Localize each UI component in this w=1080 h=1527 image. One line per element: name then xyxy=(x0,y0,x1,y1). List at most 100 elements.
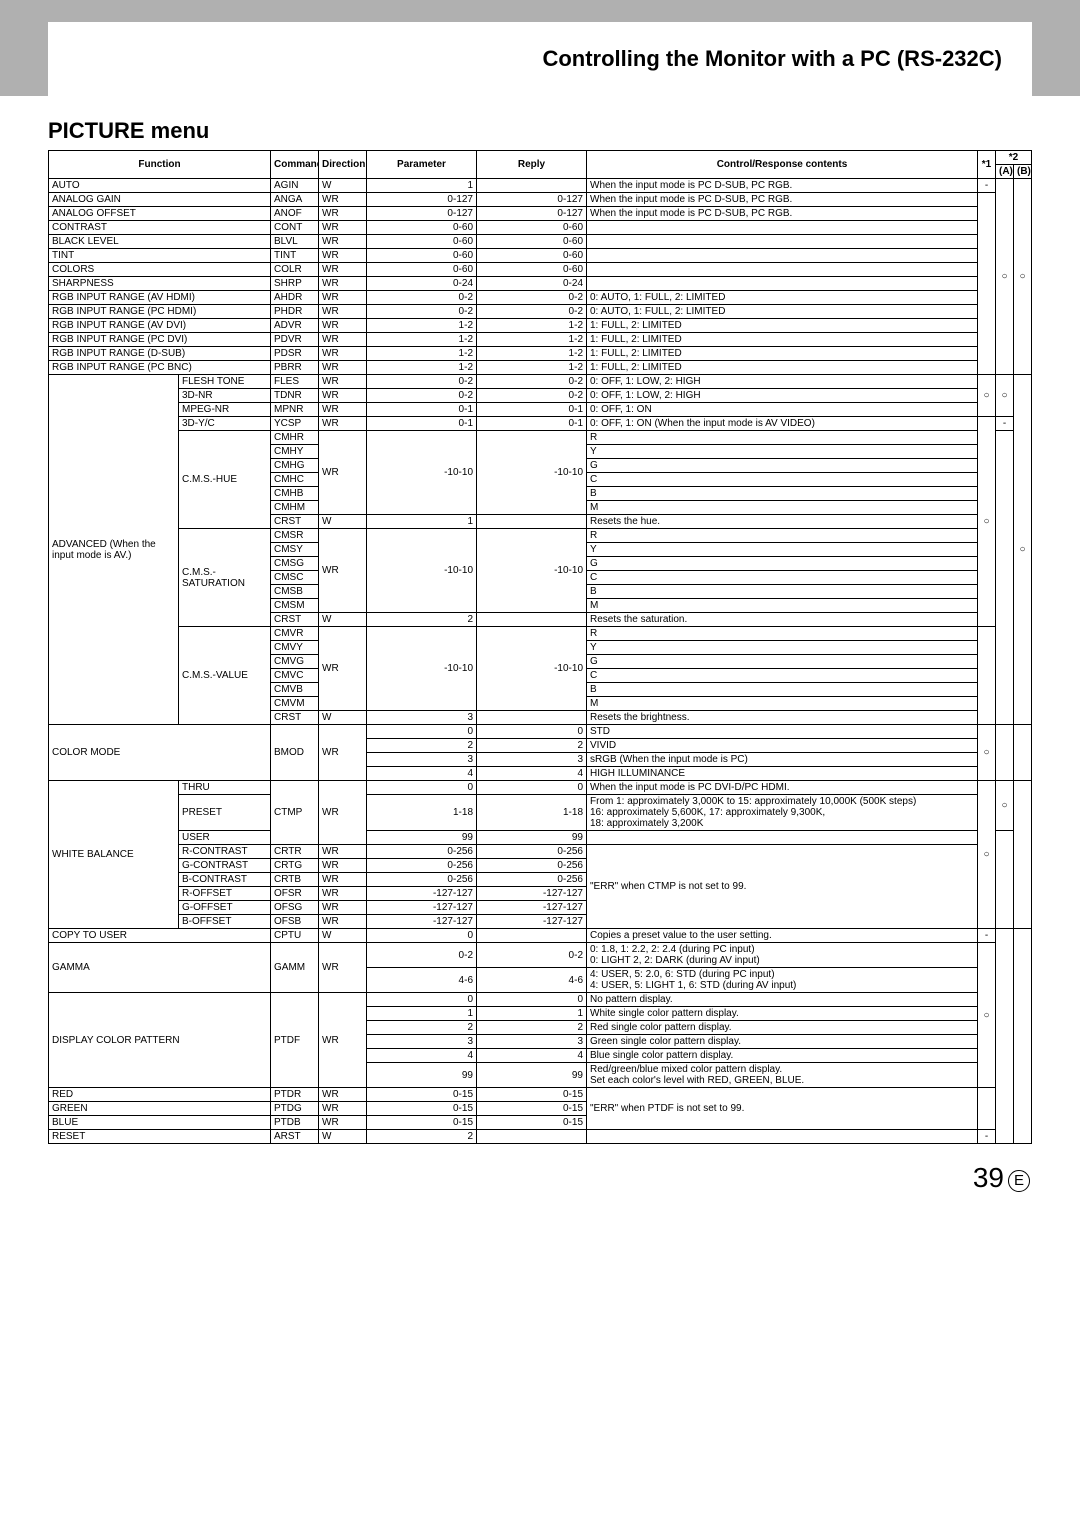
table-row: WHITE BALANCE THRU CTMP WR 00When the in… xyxy=(49,781,1032,795)
cell xyxy=(1013,781,1031,929)
cell: WR xyxy=(319,333,367,347)
page-suffix: E xyxy=(1008,1170,1030,1192)
cell: 1: FULL, 2: LIMITED xyxy=(587,361,978,375)
cell: SHARPNESS xyxy=(49,277,271,291)
table-head: Function Command Direction Parameter Rep… xyxy=(49,151,1032,179)
cell: CONT xyxy=(271,221,319,235)
cell: C.M.S.-HUE xyxy=(179,431,271,529)
cell: CMSC xyxy=(271,571,319,585)
cell: WR xyxy=(319,207,367,221)
cell: 1-2 xyxy=(477,347,587,361)
cell: RGB INPUT RANGE (AV DVI) xyxy=(49,319,271,333)
cell: Red/green/blue mixed color pattern displ… xyxy=(587,1063,978,1088)
header-inner: Controlling the Monitor with a PC (RS-23… xyxy=(48,22,1032,96)
cell: 4 xyxy=(477,1049,587,1063)
cell: 0-127 xyxy=(367,207,477,221)
table-row: ANALOG GAINANGAWR0-1270-127When the inpu… xyxy=(49,193,1032,207)
cell: 3 xyxy=(367,753,477,767)
cell: GAMMA xyxy=(49,943,271,993)
page: Controlling the Monitor with a PC (RS-23… xyxy=(0,0,1080,1214)
cell xyxy=(995,831,1013,929)
table-row: C.M.S.-HUECMHRWR-10-10-10-10R xyxy=(49,431,1032,445)
cell: 1-2 xyxy=(477,361,587,375)
cell: OFSG xyxy=(271,901,319,915)
table-row: TINTTINTWR0-600-60 xyxy=(49,249,1032,263)
cell xyxy=(977,1088,995,1130)
cell: ADVR xyxy=(271,319,319,333)
cell: COLORS xyxy=(49,263,271,277)
th-s2b: (B) xyxy=(1013,165,1031,179)
cell: 1-2 xyxy=(477,319,587,333)
cell: 2 xyxy=(477,1021,587,1035)
cell: WR xyxy=(319,277,367,291)
cell: -127-127 xyxy=(477,915,587,929)
cell: BLUE xyxy=(49,1116,271,1130)
cell: Resets the saturation. xyxy=(587,613,978,627)
table-row: USER9999 xyxy=(49,831,1032,845)
cell: ARST xyxy=(271,1130,319,1144)
cell: PTDG xyxy=(271,1102,319,1116)
cell: 0-24 xyxy=(477,277,587,291)
cell: 0-256 xyxy=(367,845,477,859)
cell: WR xyxy=(319,389,367,403)
table-row: BLACK LEVELBLVLWR0-600-60 xyxy=(49,235,1032,249)
cell: AUTO xyxy=(49,179,271,193)
table-row: ADVANCED (When the input mode is AV.) FL… xyxy=(49,375,1032,389)
th-function: Function xyxy=(49,151,271,179)
cell: 0 xyxy=(367,929,477,943)
cell: B xyxy=(587,585,978,599)
cell xyxy=(995,725,1013,781)
cell: PTDF xyxy=(271,993,319,1088)
cell: GREEN xyxy=(49,1102,271,1116)
table-row: AUTO AGIN W 1 When the input mode is PC … xyxy=(49,179,1032,193)
cell: 1 xyxy=(367,515,477,529)
cell: 3D-Y/C xyxy=(179,417,271,431)
cell: 1 xyxy=(477,1007,587,1021)
cell: 0: AUTO, 1: FULL, 2: LIMITED xyxy=(587,305,978,319)
table-row: COLORSCOLRWR0-600-60 xyxy=(49,263,1032,277)
th-direction: Direction xyxy=(319,151,367,179)
cell: COLOR MODE xyxy=(49,725,271,781)
cell: CMHG xyxy=(271,459,319,473)
cell: CMHB xyxy=(271,487,319,501)
cell xyxy=(587,249,978,263)
cell: WR xyxy=(319,263,367,277)
table-row: RGB INPUT RANGE (D-SUB)PDSRWR1-21-21: FU… xyxy=(49,347,1032,361)
cell: Red single color pattern display. xyxy=(587,1021,978,1035)
cell: MPNR xyxy=(271,403,319,417)
table-row: R-CONTRASTCRTRWR0-2560-256"ERR" when CTM… xyxy=(49,845,1032,859)
cell: 1-18 xyxy=(477,795,587,831)
cell: CRTR xyxy=(271,845,319,859)
cell: 1: FULL, 2: LIMITED xyxy=(587,319,978,333)
cell: BLVL xyxy=(271,235,319,249)
cell: When the input mode is PC D-SUB, PC RGB. xyxy=(587,207,978,221)
cell: M xyxy=(587,697,978,711)
cell: 0: OFF, 1: LOW, 2: HIGH xyxy=(587,389,978,403)
cell: 0-2 xyxy=(367,305,477,319)
cell: 0-127 xyxy=(477,207,587,221)
cell: WR xyxy=(319,873,367,887)
cell: 1-2 xyxy=(477,333,587,347)
cell: W xyxy=(319,711,367,725)
cell: -10-10 xyxy=(367,529,477,613)
cell: BLACK LEVEL xyxy=(49,235,271,249)
cell: VIVID xyxy=(587,739,978,753)
cell: 4-6 xyxy=(477,968,587,993)
cell: MPEG-NR xyxy=(179,403,271,417)
cell: WR xyxy=(319,845,367,859)
header-band: Controlling the Monitor with a PC (RS-23… xyxy=(0,0,1080,96)
cell: ANALOG OFFSET xyxy=(49,207,271,221)
cell: CMSB xyxy=(271,585,319,599)
cell: 1-2 xyxy=(367,319,477,333)
cell: CMVM xyxy=(271,697,319,711)
cell: WR xyxy=(319,993,367,1088)
cell: ANALOG GAIN xyxy=(49,193,271,207)
cell: C xyxy=(587,571,978,585)
cell: 1: FULL, 2: LIMITED xyxy=(587,333,978,347)
cell: ○ xyxy=(995,375,1013,417)
cell: 99 xyxy=(477,831,587,845)
cell: Resets the hue. xyxy=(587,515,978,529)
cell: PDVR xyxy=(271,333,319,347)
table-row: 3D-Y/CYCSPWR0-10-10: OFF, 1: ON (When th… xyxy=(49,417,1032,431)
picture-table: Function Command Direction Parameter Rep… xyxy=(48,150,1032,1144)
